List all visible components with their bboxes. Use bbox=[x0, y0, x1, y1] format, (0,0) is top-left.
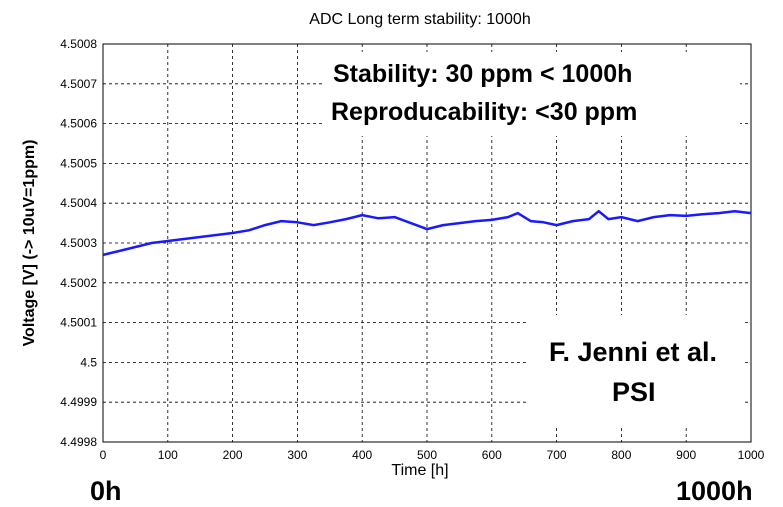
x-tick-label: 900 bbox=[676, 448, 696, 462]
x-axis-ticks: 0 100 200 300 400 500 600 700 800 900 1000 bbox=[100, 448, 765, 462]
y-tick-label: 4.5001 bbox=[60, 316, 97, 330]
series-line bbox=[102, 209, 752, 257]
x-tick-label: 100 bbox=[158, 448, 178, 462]
y-tick-label: 4.4999 bbox=[60, 395, 97, 409]
y-tick-label: 4.5006 bbox=[60, 117, 97, 131]
x-axis-label: Time [h] bbox=[391, 462, 448, 479]
x-tick-label: 1000 bbox=[738, 448, 765, 462]
stability-annotation-box bbox=[322, 52, 740, 136]
y-tick-label: 4.5004 bbox=[60, 196, 97, 210]
y-tick-label: 4.5007 bbox=[60, 77, 97, 91]
y-axis-ticks: 4.5008 4.5007 4.5006 4.5005 4.5004 4.5003 4.50… bbox=[60, 37, 97, 449]
y-tick-label: 4.4998 bbox=[60, 435, 97, 449]
start-time-label: 0h bbox=[90, 476, 122, 506]
end-time-label: 1000h bbox=[676, 476, 753, 506]
x-tick-label: 200 bbox=[223, 448, 243, 462]
x-tick-label: 300 bbox=[287, 448, 307, 462]
y-tick-label: 4.5003 bbox=[60, 236, 97, 250]
x-tick-label: 0 bbox=[100, 448, 107, 462]
author-annotation-box bbox=[527, 315, 745, 425]
y-tick-label: 4.5 bbox=[80, 355, 97, 369]
x-tick-label: 700 bbox=[547, 448, 567, 462]
reproducibility-annotation: Reproducability: <30 ppm bbox=[331, 98, 638, 126]
x-tick-label: 600 bbox=[482, 448, 502, 462]
y-tick-label: 4.5002 bbox=[60, 276, 97, 290]
plot-area-frame bbox=[102, 43, 752, 443]
y-tick-label: 4.5008 bbox=[60, 37, 97, 51]
stability-annotation: Stability: 30 ppm < 1000h bbox=[333, 60, 633, 88]
author-annotation: F. Jenni et al. bbox=[549, 337, 718, 367]
y-tick-label: 4.5005 bbox=[60, 156, 97, 170]
x-tick-label: 500 bbox=[417, 448, 437, 462]
x-tick-label: 400 bbox=[352, 448, 372, 462]
institute-annotation: PSI bbox=[612, 377, 656, 407]
y-axis-label: Voltage [V] (-> 10uV=1ppm) bbox=[21, 140, 38, 347]
chart-title: ADC Long term stability: 1000h bbox=[309, 11, 530, 28]
x-tick-label: 800 bbox=[611, 448, 631, 462]
